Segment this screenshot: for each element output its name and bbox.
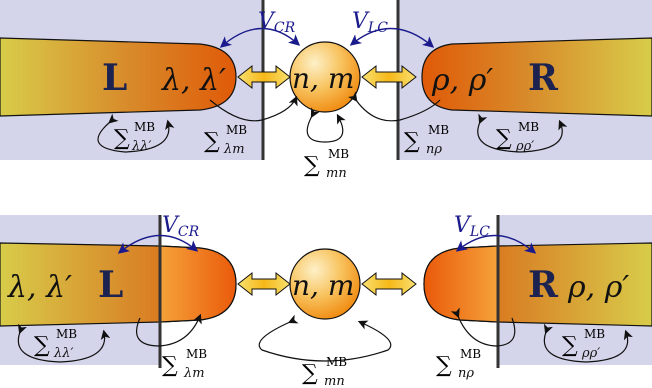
svg-text:ρρ′: ρρ′ [581,346,600,361]
svg-text:MB: MB [56,327,77,341]
top-sum-mn: ∑ MB mn [304,147,349,181]
top-left-double-arrow [237,64,291,90]
bottom-right-level-label: ρ, ρ′ [567,270,629,305]
bottom-sum-pp: ∑ MB ρρ′ [562,327,605,361]
bottom-sum-lm: ∑ MB λm [162,347,207,381]
svg-text:MB: MB [186,347,207,361]
svg-text:∑: ∑ [302,361,318,386]
svg-text:∑: ∑ [436,353,452,378]
top-sum-np-arrow [347,91,441,122]
svg-text:∑: ∑ [562,333,578,358]
bottom-sum-np-arrow [450,307,516,347]
svg-text:MB: MB [226,123,247,137]
top-sum-lm: ∑ MB λm [204,123,247,157]
bottom-left-lead-tip [160,246,236,322]
bottom-sum-mn: ∑ MB mn [302,355,347,388]
top-coupling-left-label: VCR [258,9,296,36]
svg-text:λm: λm [183,366,205,381]
top-coupling-right-arrow [349,27,435,48]
top-dot-label: n, m [292,62,354,95]
svg-text:∑: ∑ [114,126,130,151]
svg-text:∑: ∑ [204,129,220,154]
svg-text:nρ: nρ [458,366,474,381]
svg-text:ρρ′: ρρ′ [515,139,534,154]
top-right-double-arrow [361,64,417,90]
svg-text:MB: MB [460,347,481,361]
bottom-sum-np: ∑ MB nρ [436,347,481,381]
svg-text:MB: MB [326,355,347,369]
svg-text:∑: ∑ [304,153,320,178]
bottom-coupling-right-arrow [455,234,537,254]
svg-text:λλ′: λλ′ [131,139,151,154]
svg-text:MB: MB [428,123,449,137]
top-coupling-left-arrow [219,27,301,48]
bottom-left-double-arrow [237,271,291,297]
svg-text:MB: MB [584,327,605,341]
svg-text:∑: ∑ [34,333,50,358]
bottom-left-lead-label: L [98,264,123,306]
top-sum-pp-arrow [477,113,568,153]
svg-text:mn: mn [326,166,347,181]
bottom-left-level-label: λ, λ′ [7,270,72,305]
top-left-lead-label: L [102,57,127,99]
top-right-lead-label: R [528,57,559,99]
svg-text:λm: λm [223,142,245,157]
top-left-lead [0,37,237,117]
bottom-coupling-left-arrow [117,234,199,254]
bottom-sum-mn-arrow [258,314,392,362]
top-sum-ll-arrow [97,113,175,153]
top-sum-np: ∑ MB nρ [404,123,449,157]
bottom-sum-ll-arrow [17,323,111,363]
top-panel: L λ, λ′ R ρ, ρ′ n, m VCR VLC ∑ MB λλ′ ∑ … [0,0,652,181]
top-right-level-label: ρ, ρ′ [431,63,493,98]
svg-text:MB: MB [518,120,539,134]
top-sum-lm-arrow [209,95,298,122]
top-coupling-right-label: VLC [352,9,388,36]
svg-text:∑: ∑ [404,129,420,154]
svg-text:nρ: nρ [426,142,442,157]
top-sum-pp: ∑ MB ρρ′ [496,120,539,154]
bottom-sum-lm-arrow [136,313,202,347]
bottom-coupling-right-label: VLC [454,213,490,240]
bottom-coupling-left-label: VCR [162,213,200,240]
top-sum-ll: ∑ MB λλ′ [114,120,155,154]
svg-text:MB: MB [134,120,155,134]
top-left-level-label: λ, λ′ [161,63,226,98]
svg-text:∑: ∑ [496,126,512,151]
bottom-right-double-arrow [361,271,417,297]
bottom-right-lead-label: R [528,264,559,306]
bottom-sum-pp-arrow [543,323,633,363]
svg-text:mn: mn [324,374,345,388]
bottom-right-lead-tip [424,246,498,322]
svg-text:∑: ∑ [162,353,178,378]
top-right-lead [421,37,652,117]
bottom-dot-label: n, m [292,269,354,302]
bottom-panel: λ, λ′ L R ρ, ρ′ n, m VCR VLC ∑ MB λλ′ ∑ … [0,213,652,388]
svg-text:MB: MB [328,147,349,161]
bottom-sum-ll: ∑ MB λλ′ [34,327,77,361]
top-sum-mn-arrow [306,107,346,143]
svg-text:λλ′: λλ′ [53,346,73,361]
